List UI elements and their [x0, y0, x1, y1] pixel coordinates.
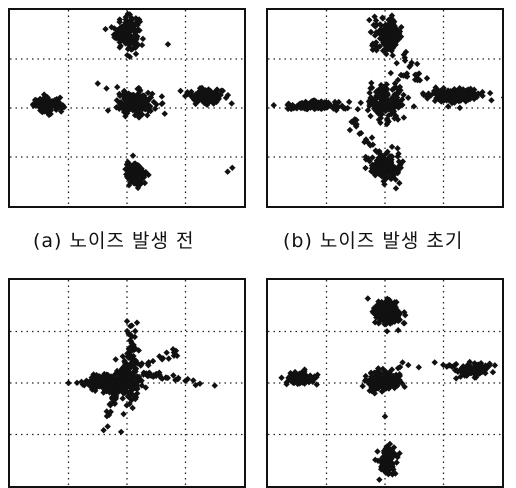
- cluster-1-point: [133, 51, 139, 57]
- outlier-point: [65, 380, 71, 386]
- cluster-4-point: [488, 97, 494, 103]
- streak-point: [416, 364, 422, 370]
- cluster-1-point: [384, 328, 390, 334]
- cluster-1-point: [366, 17, 372, 23]
- cluster-3-point: [401, 114, 407, 120]
- scatter-plot-a: [8, 8, 246, 208]
- cluster-1-point: [395, 327, 401, 333]
- outlier-point: [229, 165, 235, 171]
- outlier-point: [165, 41, 171, 47]
- cluster-5-point: [394, 145, 400, 151]
- cluster-2-point: [346, 99, 352, 105]
- scatter-plot-c-canvas: [10, 280, 244, 486]
- cluster-4-point: [487, 90, 493, 96]
- cluster-1-point: [389, 52, 395, 58]
- cluster-1-point: [365, 295, 371, 301]
- streak-point: [163, 349, 169, 355]
- cluster-3-point: [388, 70, 394, 76]
- cluster-2-point: [278, 375, 284, 381]
- streak-point: [132, 328, 138, 334]
- cluster-4-point: [228, 100, 234, 106]
- cluster-3-point: [114, 84, 120, 90]
- scatter-plot-d: [266, 278, 504, 488]
- scatter-plot-b: [266, 8, 504, 208]
- outlier-point: [382, 413, 388, 419]
- cluster-5-point: [130, 152, 136, 158]
- cluster-1-point: [139, 42, 145, 48]
- cluster-2-point: [119, 395, 125, 401]
- cluster-3-point: [368, 80, 374, 86]
- scatter-plot-a-canvas: [10, 10, 244, 206]
- cluster-2-point: [113, 356, 119, 362]
- cluster-2-point: [271, 102, 277, 108]
- cluster-1-point: [102, 26, 108, 32]
- streak-point: [424, 75, 430, 81]
- cluster-1-point: [74, 380, 80, 386]
- cluster-5-point: [362, 165, 368, 171]
- outlier-point: [224, 169, 230, 175]
- outlier-point: [347, 127, 353, 133]
- streak-point: [100, 427, 106, 433]
- cluster-3-point: [355, 106, 361, 112]
- cluster-5-point: [374, 448, 380, 454]
- streak-point: [369, 134, 375, 140]
- streak-point: [166, 355, 172, 361]
- cluster-1-point: [140, 36, 146, 42]
- outlier-point: [432, 359, 438, 365]
- outlier-point: [124, 318, 130, 324]
- outlier-point: [95, 80, 101, 86]
- scatter-plot-b-canvas: [268, 10, 502, 206]
- caption-b: (b) 노이즈 발생 초기: [283, 226, 516, 253]
- cluster-3-point: [162, 110, 168, 116]
- cluster-5-point: [376, 476, 382, 482]
- cluster-4-point: [457, 105, 463, 111]
- cluster-5-point: [389, 144, 395, 150]
- scatter-plot-d-canvas: [268, 280, 502, 486]
- caption-a: (a) 노이즈 발생 전: [33, 226, 283, 253]
- outlier-point: [414, 61, 420, 67]
- cluster-3-point: [358, 100, 364, 106]
- streak-point: [134, 319, 140, 325]
- cluster-3-point: [367, 113, 373, 119]
- cluster-2-point: [120, 411, 126, 417]
- streak-point: [104, 423, 110, 429]
- outlier-point: [103, 85, 109, 91]
- cluster-4-point: [492, 362, 498, 368]
- scatter-plot-c: [8, 278, 246, 488]
- cluster-4-point: [177, 88, 183, 94]
- cluster-4-point: [490, 369, 496, 375]
- outlier-point: [118, 429, 124, 435]
- outlier-point: [212, 382, 218, 388]
- cluster-1-point: [393, 60, 399, 66]
- cluster-4-point: [501, 94, 502, 100]
- cluster-3-point: [411, 103, 417, 109]
- streak-point: [405, 362, 411, 368]
- cluster-3-point: [159, 93, 165, 99]
- cluster-5-point: [393, 185, 399, 191]
